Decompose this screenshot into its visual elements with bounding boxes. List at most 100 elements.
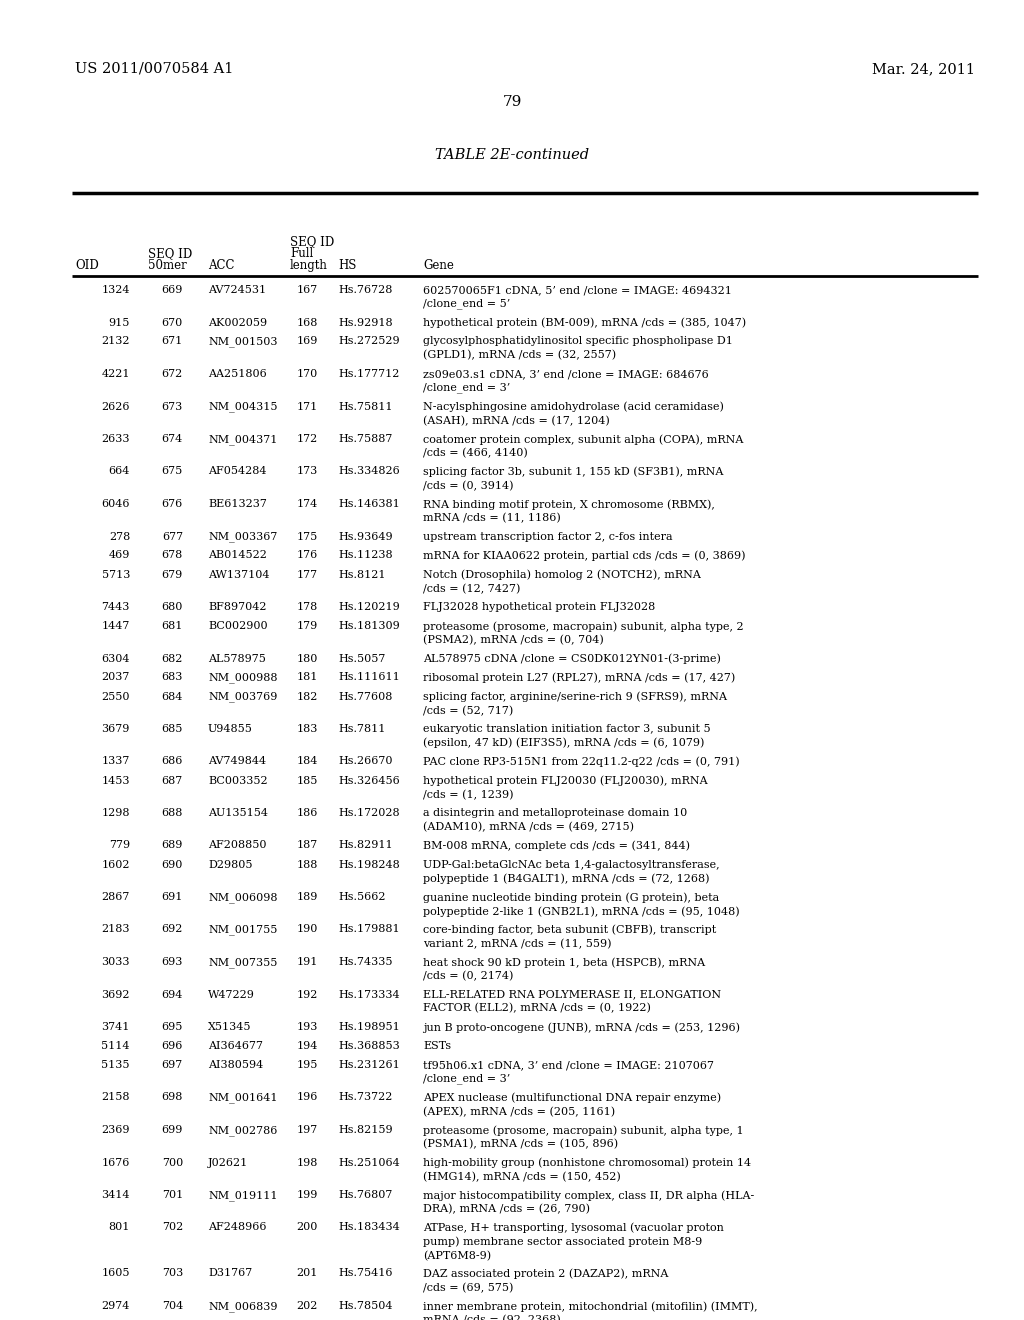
Text: AW137104: AW137104 [208,569,269,579]
Text: 199: 199 [297,1191,318,1200]
Text: 2158: 2158 [101,1093,130,1102]
Text: 701: 701 [162,1191,183,1200]
Text: 197: 197 [297,1125,318,1135]
Text: splicing factor 3b, subunit 1, 155 kD (SF3B1), mRNA
/cds = (0, 3914): splicing factor 3b, subunit 1, 155 kD (S… [423,466,723,491]
Text: length: length [290,259,328,272]
Text: 175: 175 [297,532,318,541]
Text: Hs.179881: Hs.179881 [338,924,399,935]
Text: guanine nucleotide binding protein (G protein), beta
polypeptide 2-like 1 (GNB2L: guanine nucleotide binding protein (G pr… [423,892,739,917]
Text: zs09e03.s1 cDNA, 3’ end /clone = IMAGE: 684676
/clone_end = 3’: zs09e03.s1 cDNA, 3’ end /clone = IMAGE: … [423,370,709,393]
Text: NM_001641: NM_001641 [208,1093,278,1104]
Text: 195: 195 [297,1060,318,1071]
Text: 200: 200 [297,1222,318,1233]
Text: Hs.92918: Hs.92918 [338,318,392,327]
Text: 678: 678 [162,550,183,561]
Text: 177: 177 [297,569,318,579]
Text: AL578975: AL578975 [208,653,266,664]
Text: Hs.198951: Hs.198951 [338,1022,399,1032]
Text: Hs.26670: Hs.26670 [338,756,392,767]
Text: 181: 181 [297,672,318,682]
Text: Hs.82911: Hs.82911 [338,841,392,850]
Text: NM_001755: NM_001755 [208,924,278,935]
Text: BF897042: BF897042 [208,602,266,612]
Text: 702: 702 [162,1222,183,1233]
Text: 188: 188 [297,859,318,870]
Text: RNA binding motif protein, X chromosome (RBMX),
mRNA /cds = (11, 1186): RNA binding motif protein, X chromosome … [423,499,715,524]
Text: 172: 172 [297,434,318,444]
Text: 686: 686 [162,756,183,767]
Text: a disintegrin and metalloproteinase domain 10
(ADAM10), mRNA /cds = (469, 2715): a disintegrin and metalloproteinase doma… [423,808,687,832]
Text: Hs.11238: Hs.11238 [338,550,392,561]
Text: 690: 690 [162,859,183,870]
Text: inner membrane protein, mitochondrial (mitofilin) (IMMT),
mRNA /cds = (92, 2368): inner membrane protein, mitochondrial (m… [423,1302,758,1320]
Text: NM_004315: NM_004315 [208,401,278,412]
Text: 170: 170 [297,370,318,379]
Text: NM_004371: NM_004371 [208,434,278,445]
Text: 180: 180 [297,653,318,664]
Text: 202: 202 [297,1302,318,1311]
Text: Hs.76728: Hs.76728 [338,285,392,294]
Text: major histocompatibility complex, class II, DR alpha (HLA-
DRA), mRNA /cds = (26: major histocompatibility complex, class … [423,1191,755,1214]
Text: 3692: 3692 [101,990,130,999]
Text: ELL-RELATED RNA POLYMERASE II, ELONGATION
FACTOR (ELL2), mRNA /cds = (0, 1922): ELL-RELATED RNA POLYMERASE II, ELONGATIO… [423,990,721,1014]
Text: 186: 186 [297,808,318,818]
Text: Hs.5662: Hs.5662 [338,892,385,902]
Text: 2626: 2626 [101,401,130,412]
Text: U94855: U94855 [208,723,253,734]
Text: 198: 198 [297,1158,318,1167]
Text: glycosylphosphatidylinositol specific phospholipase D1
(GPLD1), mRNA /cds = (32,: glycosylphosphatidylinositol specific ph… [423,337,733,360]
Text: FLJ32028 hypothetical protein FLJ32028: FLJ32028 hypothetical protein FLJ32028 [423,602,655,612]
Text: Hs.146381: Hs.146381 [338,499,399,510]
Text: 687: 687 [162,776,183,785]
Text: 173: 173 [297,466,318,477]
Text: 682: 682 [162,653,183,664]
Text: 698: 698 [162,1093,183,1102]
Text: AF248966: AF248966 [208,1222,266,1233]
Text: D29805: D29805 [208,859,253,870]
Text: Hs.75887: Hs.75887 [338,434,392,444]
Text: 1676: 1676 [101,1158,130,1167]
Text: 176: 176 [297,550,318,561]
Text: AI364677: AI364677 [208,1041,263,1051]
Text: Hs.76807: Hs.76807 [338,1191,392,1200]
Text: 2633: 2633 [101,434,130,444]
Text: 4221: 4221 [101,370,130,379]
Text: 1602: 1602 [101,859,130,870]
Text: proteasome (prosome, macropain) subunit, alpha type, 2
(PSMA2), mRNA /cds = (0, : proteasome (prosome, macropain) subunit,… [423,620,743,645]
Text: W47229: W47229 [208,990,255,999]
Text: 3414: 3414 [101,1191,130,1200]
Text: 691: 691 [162,892,183,902]
Text: UDP-Gal:betaGlcNAc beta 1,4-galactosyltransferase,
polypeptide 1 (B4GALT1), mRNA: UDP-Gal:betaGlcNAc beta 1,4-galactosyltr… [423,859,720,884]
Text: 1298: 1298 [101,808,130,818]
Text: ESTs: ESTs [423,1041,452,1051]
Text: 6046: 6046 [101,499,130,510]
Text: 185: 185 [297,776,318,785]
Text: proteasome (prosome, macropain) subunit, alpha type, 1
(PSMA1), mRNA /cds = (105: proteasome (prosome, macropain) subunit,… [423,1125,743,1150]
Text: 469: 469 [109,550,130,561]
Text: Hs.334826: Hs.334826 [338,466,399,477]
Text: Full: Full [290,247,313,260]
Text: OID: OID [75,259,98,272]
Text: 676: 676 [162,499,183,510]
Text: 191: 191 [297,957,318,968]
Text: Hs.272529: Hs.272529 [338,337,399,346]
Text: Hs.198248: Hs.198248 [338,859,399,870]
Text: heat shock 90 kD protein 1, beta (HSPCB), mRNA
/cds = (0, 2174): heat shock 90 kD protein 1, beta (HSPCB)… [423,957,706,982]
Text: SEQ ID: SEQ ID [148,247,193,260]
Text: Hs.173334: Hs.173334 [338,990,399,999]
Text: Hs.7811: Hs.7811 [338,723,385,734]
Text: 184: 184 [297,756,318,767]
Text: 1605: 1605 [101,1269,130,1279]
Text: 915: 915 [109,318,130,327]
Text: 3033: 3033 [101,957,130,968]
Text: 190: 190 [297,924,318,935]
Text: 669: 669 [162,285,183,294]
Text: PAC clone RP3-515N1 from 22q11.2-q22 /cds = (0, 791): PAC clone RP3-515N1 from 22q11.2-q22 /cd… [423,756,739,767]
Text: 689: 689 [162,841,183,850]
Text: Hs.5057: Hs.5057 [338,653,385,664]
Text: hypothetical protein (BM-009), mRNA /cds = (385, 1047): hypothetical protein (BM-009), mRNA /cds… [423,318,746,329]
Text: 6304: 6304 [101,653,130,664]
Text: 779: 779 [109,841,130,850]
Text: Hs.231261: Hs.231261 [338,1060,399,1071]
Text: 1453: 1453 [101,776,130,785]
